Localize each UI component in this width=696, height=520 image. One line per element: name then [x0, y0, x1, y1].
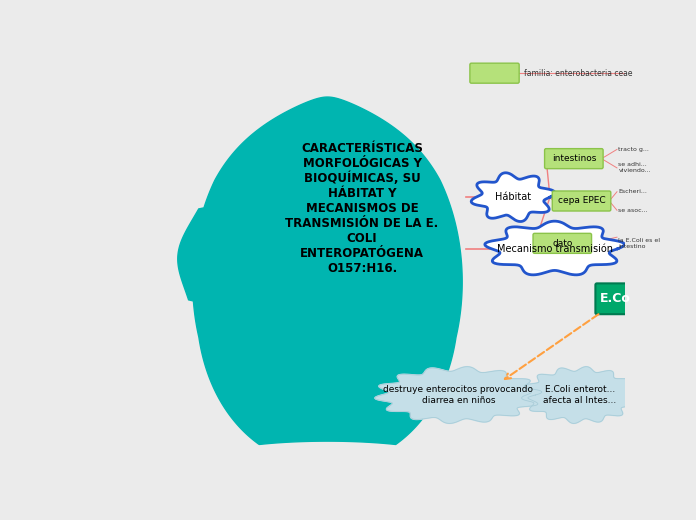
Polygon shape [485, 221, 624, 275]
Text: Mecanismo transmisión: Mecanismo transmisión [496, 244, 612, 254]
Text: E.Co: E.Co [600, 292, 631, 305]
Text: CARACTERÍSTICAS
MORFOLÓGICAS Y
BIOQUÍMICAS, SU
HÁBITAT Y
MECANISMOS DE
TRANSMISI: CARACTERÍSTICAS MORFOLÓGICAS Y BIOQUÍMIC… [285, 142, 438, 276]
Text: familia: enterobacteria ceae: familia: enterobacteria ceae [524, 69, 632, 77]
FancyBboxPatch shape [544, 149, 603, 168]
Text: tracto g...: tracto g... [619, 147, 649, 152]
Text: intestinos: intestinos [552, 154, 596, 163]
Text: cepa EPEC: cepa EPEC [557, 197, 606, 205]
Polygon shape [521, 367, 638, 423]
Polygon shape [471, 173, 555, 222]
Text: se asoc...: se asoc... [619, 207, 648, 213]
Text: se adhi...
viviendo...: se adhi... viviendo... [619, 162, 651, 173]
FancyBboxPatch shape [533, 233, 592, 253]
FancyBboxPatch shape [470, 63, 519, 83]
Text: Escheri...: Escheri... [619, 189, 647, 194]
FancyBboxPatch shape [553, 191, 611, 211]
FancyBboxPatch shape [595, 283, 631, 314]
Text: la E.Coli es el
intestino: la E.Coli es el intestino [619, 238, 661, 249]
Text: destruye enterocitos provocando
diarrea en niños: destruye enterocitos provocando diarrea … [383, 385, 533, 405]
Text: E.Coli enterot...
afecta al Intes...: E.Coli enterot... afecta al Intes... [544, 385, 617, 405]
Polygon shape [375, 367, 541, 423]
Text: dato: dato [552, 239, 573, 248]
Text: Hábitat: Hábitat [495, 192, 531, 202]
Polygon shape [177, 97, 462, 445]
